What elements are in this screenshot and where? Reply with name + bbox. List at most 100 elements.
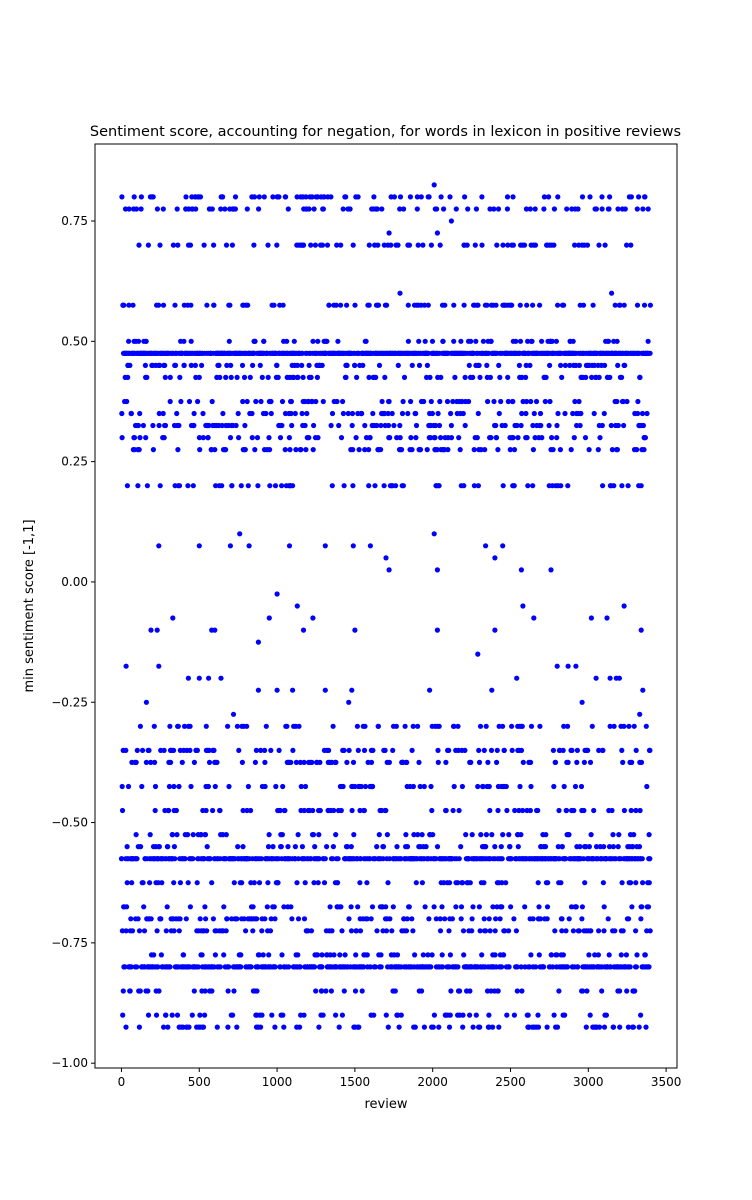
- data-point: [339, 928, 345, 934]
- data-point: [493, 916, 499, 922]
- data-point: [486, 916, 492, 922]
- data-point: [317, 807, 323, 814]
- data-point: [310, 447, 316, 453]
- data-point: [251, 242, 257, 248]
- data-point: [324, 844, 330, 850]
- data-point: [391, 194, 397, 200]
- data-point: [467, 988, 473, 994]
- data-point: [639, 410, 646, 417]
- data-point: [165, 844, 171, 850]
- data-point: [607, 723, 613, 729]
- data-point: [532, 435, 538, 441]
- data-point: [284, 723, 290, 729]
- data-point: [320, 1012, 326, 1018]
- data-point: [219, 422, 225, 429]
- data-point: [571, 807, 577, 814]
- data-point: [294, 603, 300, 609]
- data-point: [201, 242, 207, 248]
- data-point: [614, 398, 620, 405]
- data-point: [370, 410, 376, 417]
- data-point: [266, 952, 272, 958]
- data-point: [602, 362, 608, 368]
- data-point: [419, 832, 425, 838]
- data-point: [166, 807, 172, 814]
- data-point: [565, 663, 571, 669]
- data-point: [147, 880, 153, 886]
- data-point: [500, 242, 506, 248]
- data-point: [366, 302, 372, 308]
- data-point: [552, 759, 559, 766]
- data-point: [174, 206, 180, 212]
- data-point: [354, 723, 360, 729]
- data-point: [284, 338, 290, 344]
- data-point: [378, 447, 384, 453]
- data-point: [436, 1024, 442, 1030]
- data-point: [519, 988, 525, 994]
- data-point: [176, 483, 183, 489]
- data-point: [413, 422, 420, 429]
- data-point: [335, 880, 341, 886]
- data-point: [446, 928, 452, 934]
- data-point: [412, 1024, 418, 1030]
- data-point: [136, 928, 143, 934]
- data-point: [527, 362, 533, 368]
- data-point: [119, 194, 125, 200]
- data-point: [274, 687, 280, 693]
- data-point: [265, 844, 272, 850]
- x-tick-label: 3000: [573, 1075, 604, 1089]
- data-point: [352, 988, 359, 994]
- data-point: [189, 1012, 195, 1018]
- data-point: [605, 916, 611, 922]
- data-point: [570, 928, 577, 934]
- data-point: [203, 723, 209, 729]
- data-point: [491, 398, 497, 405]
- data-point: [634, 447, 640, 453]
- data-point: [554, 422, 560, 429]
- data-point: [520, 807, 526, 814]
- data-point: [559, 374, 565, 380]
- data-point: [204, 302, 210, 308]
- data-point: [647, 928, 653, 934]
- data-point: [309, 398, 315, 405]
- data-point: [539, 435, 545, 441]
- data-point: [156, 422, 162, 429]
- data-point: [483, 543, 489, 549]
- data-point: [622, 362, 628, 368]
- data-point: [484, 302, 490, 308]
- data-point: [383, 904, 389, 910]
- data-point: [167, 374, 173, 380]
- data-point: [548, 567, 554, 573]
- data-point: [460, 928, 467, 934]
- data-point: [303, 447, 309, 453]
- data-point: [602, 242, 608, 248]
- data-point: [138, 206, 144, 212]
- data-point: [514, 675, 520, 681]
- data-point: [448, 410, 454, 417]
- data-point: [148, 759, 154, 766]
- data-point: [197, 1012, 203, 1018]
- data-point: [528, 759, 534, 766]
- data-point: [451, 338, 457, 344]
- data-point: [288, 759, 294, 766]
- data-point: [372, 964, 378, 970]
- data-point: [339, 1012, 345, 1018]
- data-point: [155, 964, 161, 970]
- data-point: [596, 1024, 603, 1030]
- data-point: [447, 1012, 453, 1018]
- data-point: [599, 988, 605, 994]
- data-point: [292, 410, 298, 417]
- data-point: [228, 374, 234, 380]
- data-point: [581, 807, 587, 814]
- data-point: [646, 832, 652, 838]
- data-point: [421, 398, 427, 405]
- data-point: [514, 422, 520, 429]
- data-point: [227, 302, 233, 308]
- data-point: [514, 964, 520, 970]
- data-point: [530, 447, 537, 453]
- data-point: [417, 447, 424, 453]
- data-point: [253, 398, 259, 405]
- data-point: [220, 410, 226, 417]
- data-point: [313, 398, 319, 405]
- data-point: [309, 194, 315, 200]
- data-point: [176, 422, 182, 429]
